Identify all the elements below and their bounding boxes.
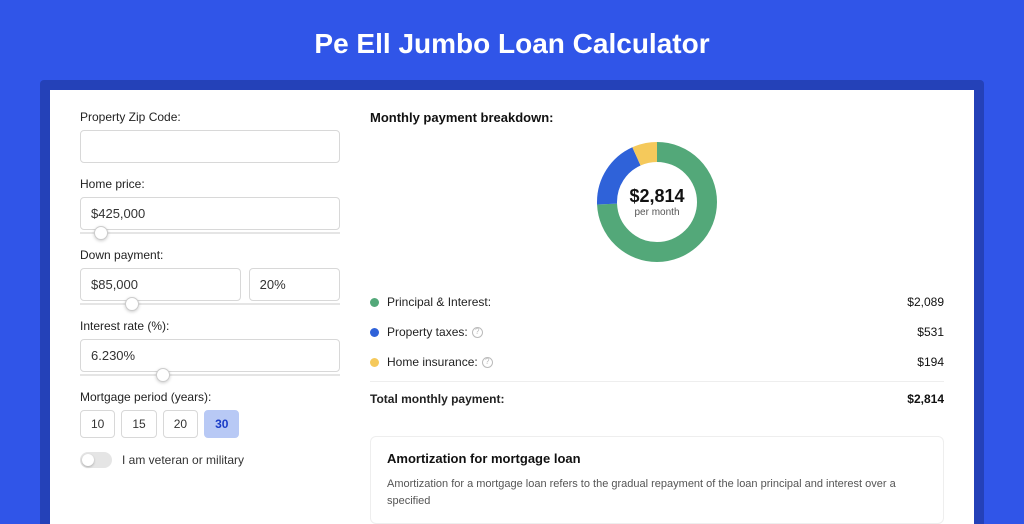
down-payment-field: Down payment: — [80, 248, 340, 305]
legend-row-taxes: Property taxes: ? $531 — [370, 317, 944, 347]
page-title: Pe Ell Jumbo Loan Calculator — [0, 0, 1024, 80]
period-btn-15[interactable]: 15 — [121, 410, 156, 438]
interest-rate-input[interactable] — [80, 339, 340, 372]
info-icon[interactable]: ? — [472, 327, 483, 338]
legend-value: $194 — [917, 355, 944, 369]
legend-label-text: Property taxes: — [387, 325, 468, 339]
legend-value: $2,089 — [907, 295, 944, 309]
interest-rate-label: Interest rate (%): — [80, 319, 340, 333]
donut-sub: per month — [634, 207, 679, 218]
veteran-toggle-row: I am veteran or military — [80, 452, 340, 468]
zip-label: Property Zip Code: — [80, 110, 340, 124]
form-column: Property Zip Code: Home price: Down paym… — [80, 110, 340, 524]
interest-rate-slider-handle[interactable] — [156, 368, 170, 382]
home-price-input[interactable] — [80, 197, 340, 230]
down-payment-slider[interactable] — [80, 303, 340, 305]
down-payment-slider-handle[interactable] — [125, 297, 139, 311]
legend-total-label: Total monthly payment: — [370, 392, 504, 406]
payment-donut-chart: $2,814 per month — [592, 137, 722, 267]
down-payment-pct-input[interactable] — [249, 268, 340, 301]
legend-label: Home insurance: ? — [387, 355, 493, 369]
mortgage-period-field: Mortgage period (years): 10 15 20 30 — [80, 390, 340, 438]
legend-dot — [370, 328, 379, 337]
legend-dot — [370, 358, 379, 367]
mortgage-period-options: 10 15 20 30 — [80, 410, 340, 438]
home-price-field: Home price: — [80, 177, 340, 234]
card-shadow: Property Zip Code: Home price: Down paym… — [40, 80, 984, 524]
home-price-slider[interactable] — [80, 232, 340, 234]
period-btn-30[interactable]: 30 — [204, 410, 239, 438]
legend: Principal & Interest: $2,089 Property ta… — [370, 283, 944, 418]
zip-input[interactable] — [80, 130, 340, 163]
legend-row-total: Total monthly payment: $2,814 — [370, 381, 944, 414]
veteran-toggle[interactable] — [80, 452, 112, 468]
home-price-slider-handle[interactable] — [94, 226, 108, 240]
legend-label-text: Principal & Interest: — [387, 295, 491, 309]
breakdown-column: Monthly payment breakdown: $2,814 per mo… — [370, 110, 944, 524]
interest-rate-field: Interest rate (%): — [80, 319, 340, 376]
legend-value: $531 — [917, 325, 944, 339]
donut-wrap: $2,814 per month — [370, 137, 944, 267]
mortgage-period-label: Mortgage period (years): — [80, 390, 340, 404]
veteran-toggle-label: I am veteran or military — [122, 453, 244, 467]
donut-amount: $2,814 — [629, 186, 684, 207]
period-btn-10[interactable]: 10 — [80, 410, 115, 438]
legend-label: Property taxes: ? — [387, 325, 483, 339]
zip-field: Property Zip Code: — [80, 110, 340, 163]
donut-center: $2,814 per month — [592, 137, 722, 267]
interest-rate-slider[interactable] — [80, 374, 340, 376]
legend-row-insurance: Home insurance: ? $194 — [370, 347, 944, 377]
amortization-title: Amortization for mortgage loan — [387, 451, 927, 466]
legend-total-value: $2,814 — [907, 392, 944, 406]
legend-dot — [370, 298, 379, 307]
info-icon[interactable]: ? — [482, 357, 493, 368]
period-btn-20[interactable]: 20 — [163, 410, 198, 438]
down-payment-amount-input[interactable] — [80, 268, 241, 301]
home-price-label: Home price: — [80, 177, 340, 191]
calculator-card: Property Zip Code: Home price: Down paym… — [50, 90, 974, 524]
legend-label: Principal & Interest: — [387, 295, 491, 309]
legend-row-principal: Principal & Interest: $2,089 — [370, 287, 944, 317]
down-payment-label: Down payment: — [80, 248, 340, 262]
amortization-card: Amortization for mortgage loan Amortizat… — [370, 436, 944, 524]
legend-label-text: Home insurance: — [387, 355, 478, 369]
breakdown-title: Monthly payment breakdown: — [370, 110, 944, 125]
amortization-body: Amortization for a mortgage loan refers … — [387, 476, 927, 509]
